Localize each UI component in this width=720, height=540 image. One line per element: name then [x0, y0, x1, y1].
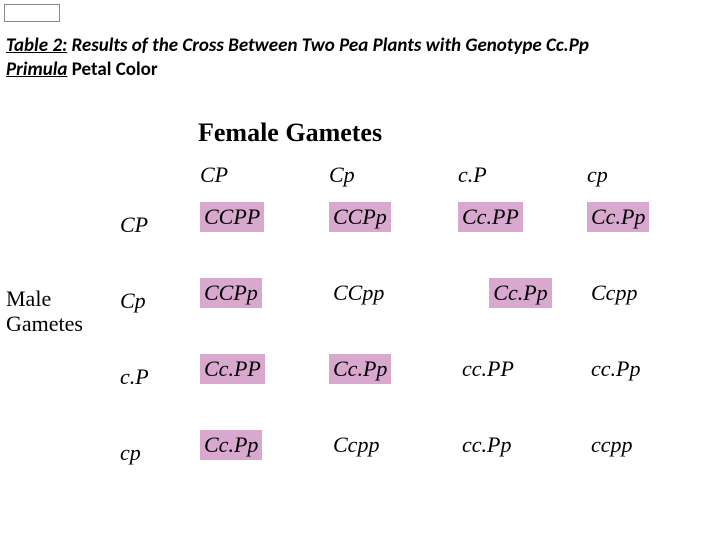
female-gametes-header: Female Gametes	[198, 118, 382, 148]
cell: Cc.Pp	[585, 198, 714, 232]
table-caption: Table 2: Results of the Cross Between Tw…	[6, 34, 720, 82]
row-label: Cp	[120, 274, 198, 314]
male-gametes-header: Male Gametes	[6, 286, 83, 337]
col-header-row: CP Cp c.P cp	[120, 158, 716, 198]
col-label: CP	[198, 158, 327, 188]
cell: cc.Pp	[585, 350, 714, 384]
cell: CCPp	[198, 274, 327, 308]
corner-spacer	[120, 158, 198, 172]
petal-color-text: Petal Color	[67, 58, 157, 81]
cell: cc.PP	[456, 350, 585, 384]
primula-word: Primula	[6, 58, 67, 81]
cell: Cc.PP	[456, 198, 585, 232]
cell: Cc.PP	[198, 350, 327, 384]
cell: cc.Pp	[456, 426, 585, 460]
table-row: CP CCPP CCPp Cc.PP Cc.Pp	[120, 198, 716, 274]
row-label: c.P	[120, 350, 198, 390]
corner-box	[4, 4, 60, 22]
cell: CCPP	[198, 198, 327, 232]
cell: CCpp	[327, 274, 456, 308]
cell: Ccpp	[585, 274, 714, 308]
table-row: c.P Cc.PP Cc.Pp cc.PP cc.Pp	[120, 350, 716, 426]
table-row: cp Cc.Pp Ccpp cc.Pp ccpp	[120, 426, 716, 502]
table-label: Table 2:	[6, 34, 67, 57]
cell: Cc.Pp	[327, 350, 456, 384]
caption-title: Results of the Cross Between Two Pea Pla…	[67, 34, 589, 57]
table-row: Cp CCPp CCpp Cc.Pp Ccpp	[120, 274, 716, 350]
row-label: CP	[120, 198, 198, 238]
row-label: cp	[120, 426, 198, 466]
col-label: cp	[585, 158, 714, 188]
cell: Cc.Pp	[456, 274, 585, 308]
col-label: Cp	[327, 158, 456, 188]
male-line2: Gametes	[6, 311, 83, 336]
cell: CCPp	[327, 198, 456, 232]
punnett-grid: CP Cp c.P cp CP CCPP CCPp Cc.PP Cc.Pp Cp…	[120, 158, 716, 502]
cell: Ccpp	[327, 426, 456, 460]
col-label: c.P	[456, 158, 585, 188]
cell: ccpp	[585, 426, 714, 460]
cell: Cc.Pp	[198, 426, 327, 460]
male-line1: Male	[6, 286, 51, 311]
